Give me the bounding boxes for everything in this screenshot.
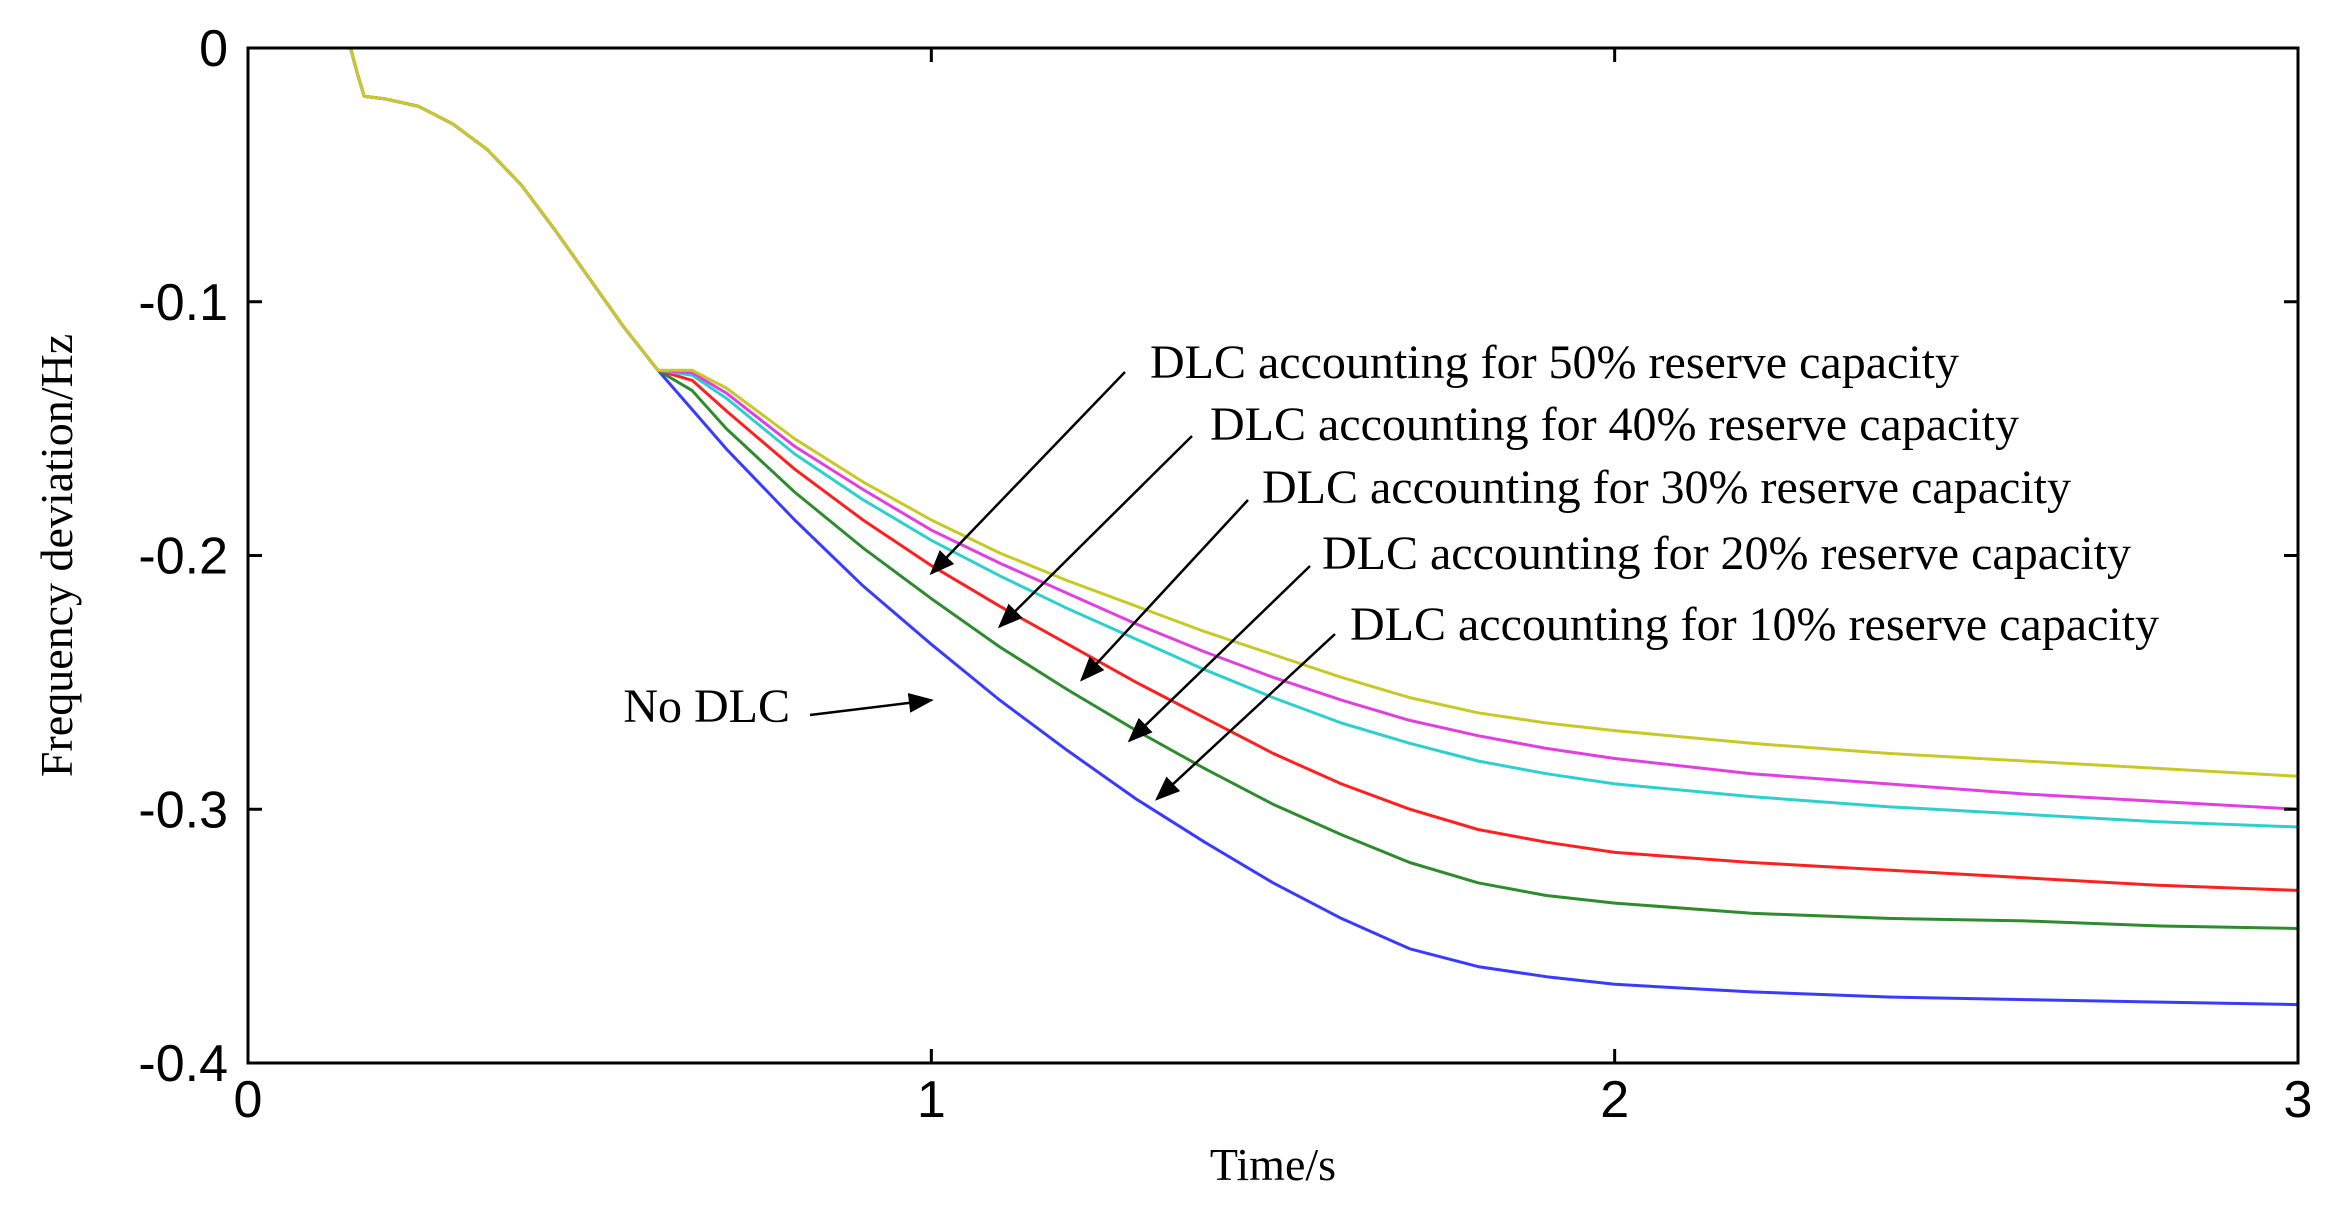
annotation-arrow: [929, 371, 1126, 576]
annotation-label: DLC accounting for 50% reserve capacity: [1150, 336, 1959, 389]
y-tick-label: -0.1: [138, 274, 228, 332]
y-tick-label: -0.4: [138, 1035, 228, 1093]
y-tick-label: 0: [199, 20, 228, 78]
annotation-label: DLC accounting for 20% reserve capacity: [1322, 527, 2131, 580]
annotation-label: No DLC: [623, 680, 790, 733]
tick-layer: 0 1 2 3 0 -0.1 -0.2 -0.3 -0.4: [138, 20, 2312, 1129]
annotation-arrow: [809, 692, 934, 717]
series-line-5: [248, 46, 2299, 778]
annotation-layer: DLC accounting for 50% reserve capacity D…: [623, 336, 2159, 801]
y-tick-label: -0.2: [138, 528, 228, 586]
x-tick-label: 2: [1600, 1071, 1629, 1129]
y-axis-label: Frequency deviation/Hz: [31, 334, 82, 777]
annotation-arrow: [997, 435, 1193, 629]
annotation-label: DLC accounting for 40% reserve capacity: [1210, 398, 2019, 451]
annotation-arrow: [1127, 565, 1311, 743]
annotation-arrow: [1154, 633, 1336, 801]
annotation-label: DLC accounting for 10% reserve capacity: [1350, 598, 2159, 651]
x-tick-label: 1: [917, 1071, 946, 1129]
x-axis-label: Time/s: [1210, 1139, 1336, 1190]
x-tick-label: 0: [234, 1071, 263, 1129]
annotation-label: DLC accounting for 30% reserve capacity: [1262, 461, 2071, 514]
annotation-arrow: [1079, 499, 1249, 682]
y-tick-label: -0.3: [138, 781, 228, 839]
x-tick-label: 3: [2284, 1071, 2313, 1129]
series-layer: [248, 46, 2299, 1007]
